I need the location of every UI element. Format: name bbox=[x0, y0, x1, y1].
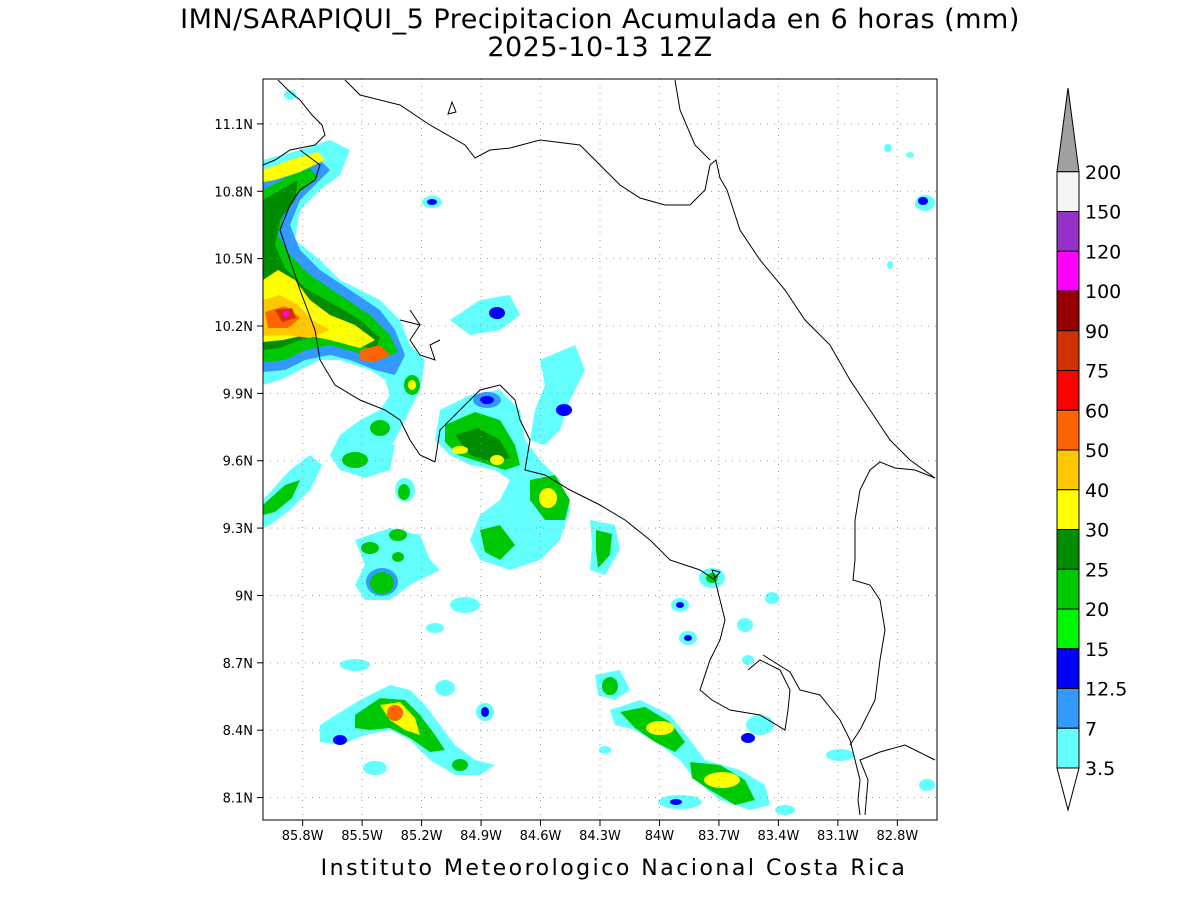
coastline-borders bbox=[262, 79, 936, 816]
legend-swatch bbox=[1056, 529, 1080, 570]
precipitation-field bbox=[263, 90, 935, 815]
legend-swatch bbox=[1056, 250, 1080, 292]
legend-level-label: 15 bbox=[1085, 639, 1109, 661]
legend-swatch bbox=[1056, 568, 1080, 610]
legend-swatch bbox=[1056, 409, 1080, 451]
lat-tick-label: 11.1N bbox=[214, 118, 253, 133]
legend-swatch bbox=[1056, 211, 1080, 252]
legend-level-label: 3.5 bbox=[1085, 758, 1115, 780]
lon-tick-label: 83.7W bbox=[698, 829, 740, 844]
lon-tick-label: 83.4W bbox=[758, 829, 800, 844]
legend-level-label: 60 bbox=[1085, 400, 1109, 422]
legend-level-label: 7 bbox=[1085, 718, 1097, 740]
lat-tick-label: 8.1N bbox=[223, 792, 253, 807]
lat-tick-label: 9.9N bbox=[223, 387, 253, 402]
legend-swatch bbox=[1056, 370, 1080, 411]
legend-level-label: 40 bbox=[1085, 480, 1109, 502]
legend-level-label: 200 bbox=[1085, 162, 1121, 184]
lat-tick-label: 9.6N bbox=[223, 455, 253, 470]
lon-tick-label: 85.2W bbox=[401, 829, 443, 844]
lon-tick-label: 84W bbox=[645, 829, 675, 844]
lat-tick-label: 10.8N bbox=[214, 185, 253, 200]
legend-swatch bbox=[1056, 171, 1080, 212]
legend-level-label: 12.5 bbox=[1085, 679, 1127, 701]
axis-ticks: 8.1N 8.4N 8.7N 9N 9.3N 9.6N 9.9N 10.2N 10.5N 10.8… bbox=[214, 118, 918, 844]
lon-tick-label: 85.5W bbox=[341, 829, 383, 844]
legend-swatch bbox=[1056, 727, 1080, 769]
lat-tick-label: 8.7N bbox=[223, 657, 253, 672]
legend-level-label: 75 bbox=[1085, 361, 1109, 383]
lat-tick-label: 9N bbox=[235, 589, 253, 604]
legend-level-label: 150 bbox=[1085, 202, 1121, 224]
legend-level-label: 120 bbox=[1085, 241, 1121, 263]
map-gridlines bbox=[263, 79, 937, 820]
lon-tick-label: 84.6W bbox=[520, 829, 562, 844]
legend-level-label: 90 bbox=[1085, 321, 1109, 343]
legend-level-label: 100 bbox=[1085, 281, 1121, 303]
legend-swatch bbox=[1056, 290, 1080, 332]
legend-swatch bbox=[1056, 688, 1080, 729]
lon-tick-label: 85.8W bbox=[282, 829, 324, 844]
legend-level-label: 50 bbox=[1085, 440, 1109, 462]
legend-min-arrow bbox=[1056, 767, 1080, 812]
lon-tick-label: 84.9W bbox=[460, 829, 502, 844]
legend-swatch bbox=[1056, 489, 1080, 530]
lon-tick-label: 83.1W bbox=[817, 829, 859, 844]
lon-tick-label: 84.3W bbox=[579, 829, 621, 844]
map-title: IMN/SARAPIQUI_5 Precipitacion Acumulada … bbox=[180, 4, 1020, 35]
legend-swatch bbox=[1056, 449, 1080, 491]
legend-level-label: 30 bbox=[1085, 520, 1109, 542]
legend-level-label: 20 bbox=[1085, 599, 1109, 621]
lat-tick-label: 10.5N bbox=[214, 253, 253, 268]
lat-tick-label: 8.4N bbox=[223, 724, 253, 739]
legend-level-label: 25 bbox=[1085, 559, 1109, 581]
map-subtitle-datetime: 2025-10-13 12Z bbox=[487, 32, 713, 63]
lat-tick-label: 10.2N bbox=[214, 320, 253, 335]
lon-tick-label: 82.8W bbox=[876, 829, 918, 844]
legend-swatch bbox=[1056, 648, 1080, 689]
legend-max-arrow bbox=[1056, 87, 1080, 173]
legend-swatch bbox=[1056, 330, 1080, 371]
map-credit-footer: Instituto Meteorologico Nacional Costa R… bbox=[320, 856, 908, 881]
legend-swatch bbox=[1056, 608, 1080, 650]
lat-tick-label: 9.3N bbox=[223, 522, 253, 537]
colorbar-legend: 3.5 7 12.5 15 20 25 30 40 50 60 75 90 100 120 150 200 bbox=[1056, 87, 1127, 812]
